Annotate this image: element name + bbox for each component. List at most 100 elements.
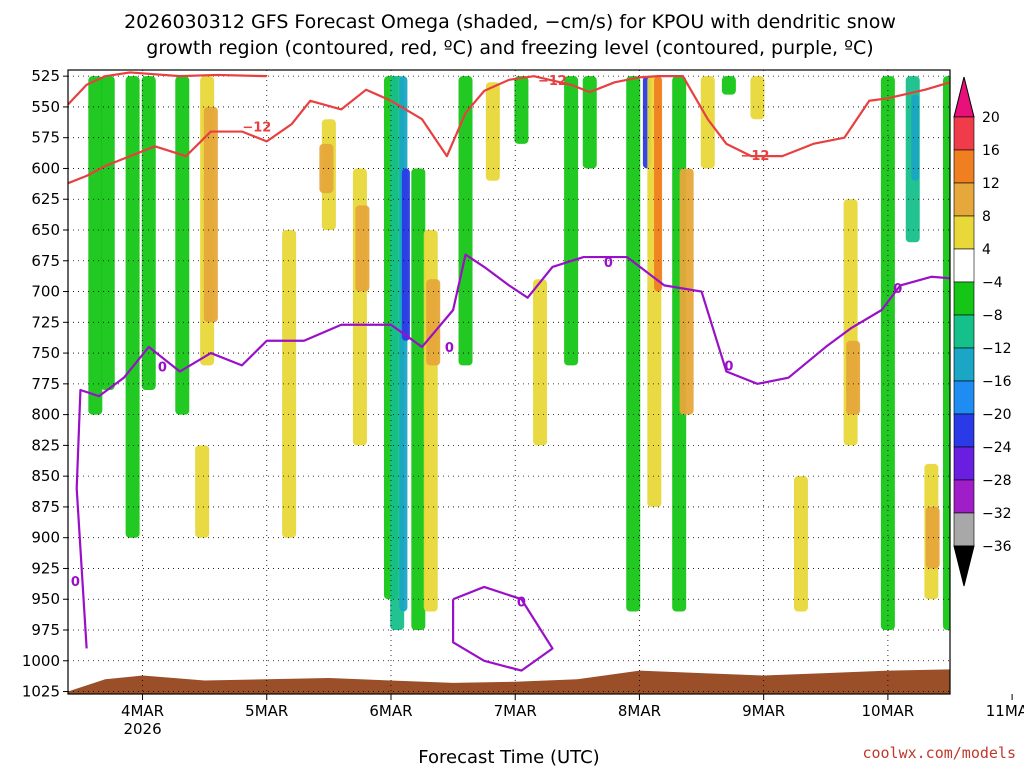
credit-link[interactable]: coolwx.com/models (862, 744, 1016, 762)
omega-region (925, 506, 940, 569)
omega-region (564, 76, 579, 366)
omega-region (141, 76, 156, 391)
omega-region (458, 76, 473, 366)
omega-region (793, 476, 808, 612)
freezing-contour-label: 0 (604, 256, 613, 271)
y-tick-label: 675 (31, 252, 60, 270)
colorbar-tick-label: −24 (982, 440, 1012, 456)
colorbar-tick-label: −12 (982, 341, 1012, 357)
colorbar-swatch (953, 380, 975, 415)
y-tick-label: 725 (31, 313, 60, 331)
omega-region (846, 340, 861, 415)
y-tick-label: 1000 (22, 652, 60, 670)
dendritic-contour-label: −12 (740, 149, 769, 164)
x-axis: 4MAR 5MAR 6MAR 7MAR 8MAR 9MAR 10MAR 11MAR 2026 (121, 694, 1024, 738)
dendritic-contour-label: −12 (242, 121, 271, 136)
colorbar-tick-label: −36 (982, 539, 1012, 555)
colorbar-swatch (953, 479, 975, 514)
omega-region (654, 76, 663, 292)
omega-region (319, 143, 334, 194)
x-tick-label: 8MAR (618, 702, 661, 720)
x-tick-label: 9MAR (742, 702, 785, 720)
freezing-contour-line (75, 253, 950, 649)
colorbar-tick-label: 12 (982, 176, 1000, 192)
colorbar-swatch (953, 149, 975, 184)
colorbar-tick-label: −20 (982, 407, 1012, 423)
terrain-fill (68, 669, 950, 694)
omega-region (700, 76, 715, 169)
omega-region (195, 445, 210, 538)
x-tick-sublabel: 2026 (123, 720, 161, 738)
y-tick-label: 1025 (22, 683, 60, 701)
colorbar-tick-label: −8 (982, 308, 1003, 324)
x-tick-label: 11MAR (986, 702, 1024, 720)
colorbar-tick-label: −16 (982, 374, 1012, 390)
colorbar-tick-label: 20 (982, 110, 1000, 126)
colorbar-tick-label: −4 (982, 275, 1003, 291)
omega-region (533, 279, 548, 446)
colorbar-swatch (953, 413, 975, 448)
colorbar-swatch (953, 215, 975, 250)
x-tick-label: 6MAR (369, 702, 412, 720)
x-tick-label: 10MAR (862, 702, 915, 720)
colorbar-swatch (953, 248, 975, 283)
omega-region (911, 94, 920, 181)
grid-lines (68, 70, 950, 694)
freezing-contour-label: 0 (445, 341, 454, 356)
y-tick-label: 850 (31, 467, 60, 485)
omega-region (175, 76, 190, 415)
omega-region (411, 168, 426, 630)
plot-frame (67, 69, 951, 695)
x-tick-label: 7MAR (494, 702, 537, 720)
freezing-contour-label: 0 (893, 282, 902, 297)
freezing-contour-label: 0 (724, 359, 733, 374)
omega-region (88, 76, 103, 415)
freezing-contour-label: 0 (71, 575, 80, 590)
y-tick-label: 825 (31, 436, 60, 454)
colorbar-under-arrow (953, 545, 975, 587)
freezing-contour-label: 0 (158, 361, 167, 376)
omega-region (679, 168, 694, 415)
chart-title-line-2: growth region (contoured, red, ºC) and f… (146, 37, 873, 59)
x-tick-label: 4MAR (121, 702, 164, 720)
x-tick-label: 5MAR (245, 702, 288, 720)
omega-region (582, 76, 597, 169)
omega-region (943, 76, 950, 630)
y-tick-label: 550 (31, 98, 60, 116)
y-tick-label: 575 (31, 129, 60, 147)
y-tick-label: 950 (31, 590, 60, 608)
y-tick-label: 650 (31, 221, 60, 239)
colorbar: 20 16 12 8 4 −4 −8 −12 −16 −20 −24 −28 −32 −36 (953, 76, 1012, 587)
colorbar-tick-label: −32 (982, 506, 1012, 522)
omega-region (203, 106, 218, 323)
colorbar-tick-label: 16 (982, 143, 1000, 159)
colorbar-swatch (953, 446, 975, 481)
contour-lines: −12 −12 −12 0 0 0 0 0 0 0 (68, 71, 950, 672)
y-tick-label: 600 (31, 159, 60, 177)
colorbar-swatch (953, 281, 975, 316)
omega-region (514, 76, 529, 144)
freezing-contour-label: 0 (517, 596, 526, 611)
colorbar-tick-label: 8 (982, 209, 991, 225)
omega-region (401, 168, 410, 341)
omega-region (880, 76, 895, 630)
chart-title-line-1: 2026030312 GFS Forecast Omega (shaded, −… (124, 11, 896, 33)
dendritic-contour-line (68, 75, 950, 185)
omega-region (100, 76, 115, 391)
omega-region (485, 82, 500, 181)
colorbar-swatch (953, 182, 975, 217)
colorbar-swatch (953, 347, 975, 382)
dendritic-contour-line (68, 71, 267, 106)
y-tick-label: 925 (31, 559, 60, 577)
omega-region (355, 205, 370, 292)
dendritic-contour-label: −12 (538, 74, 567, 89)
omega-region (125, 76, 140, 538)
omega-region (721, 76, 736, 95)
omega-region (282, 230, 297, 538)
y-tick-label: 625 (31, 190, 60, 208)
colorbar-tick-label: −28 (982, 473, 1012, 489)
freezing-contour-line (451, 585, 554, 672)
omega-shading (88, 76, 950, 630)
colorbar-swatch (953, 116, 975, 151)
